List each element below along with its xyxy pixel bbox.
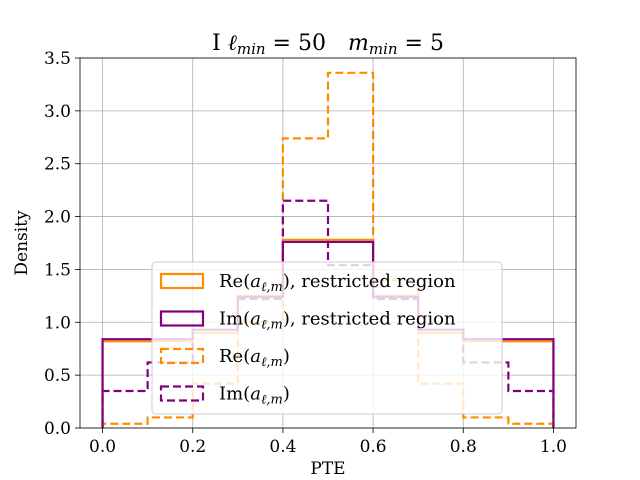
legend-label-2: Re(aℓ,m) <box>219 346 290 370</box>
title-part-2: min <box>237 40 266 58</box>
y-axis-label: Density <box>12 210 32 276</box>
ticks: 0.0 0.2 0.4 0.6 0.8 1.0 0.0 0.5 1.0 1.5 2.0 2.5 3.0 3… <box>44 49 567 457</box>
y-tick-label-5: 2.5 <box>44 155 71 175</box>
y-tick-label-1: 0.5 <box>44 366 71 386</box>
y-tick-label-6: 3.0 <box>44 102 71 122</box>
chart-title: I ℓmin = 50 mmin = 5 <box>212 31 444 58</box>
x-tick-label-1: 0.2 <box>179 437 206 457</box>
legend-swatch-2 <box>159 347 205 365</box>
y-tick-label-3: 1.5 <box>44 260 71 280</box>
axes-frame <box>79 57 577 429</box>
legend-label-1: Im(aℓ,m), restricted region <box>219 309 456 333</box>
title-part-0: I <box>212 31 228 56</box>
title-part-1: ℓ <box>228 31 238 56</box>
title-part-6: min <box>369 40 398 58</box>
series-2-outline <box>101 71 555 428</box>
y-tick-label-2: 1.0 <box>44 313 71 333</box>
legend-label-3: Im(aℓ,m) <box>219 384 290 408</box>
title-part-3: = 50 <box>266 31 326 56</box>
title-part-4 <box>326 31 348 56</box>
legend-swatch-0 <box>159 272 205 290</box>
title-part-5: m <box>348 31 369 56</box>
legend-label-0: Re(aℓ,m), restricted region <box>219 271 456 295</box>
y-tick-label-4: 2.0 <box>44 208 71 228</box>
legend-swatch-3 <box>159 385 205 402</box>
series-2 <box>101 71 555 428</box>
x-axis-label: PTE <box>310 459 345 479</box>
y-tick-label-7: 3.5 <box>44 49 71 69</box>
x-tick-label-3: 0.6 <box>360 437 387 457</box>
x-tick-label-5: 1.0 <box>540 437 567 457</box>
legend-box <box>151 261 503 415</box>
legend-swatch-1 <box>159 310 205 327</box>
legend: Re(aℓ,m), restricted region Im(aℓ,m), res… <box>151 261 503 415</box>
x-tick-label-4: 0.8 <box>450 437 477 457</box>
x-tick-label-2: 0.4 <box>269 437 296 457</box>
y-tick-label-0: 0.0 <box>44 419 71 439</box>
x-tick-label-0: 0.0 <box>89 437 116 457</box>
title-part-7: = 5 <box>398 31 444 56</box>
